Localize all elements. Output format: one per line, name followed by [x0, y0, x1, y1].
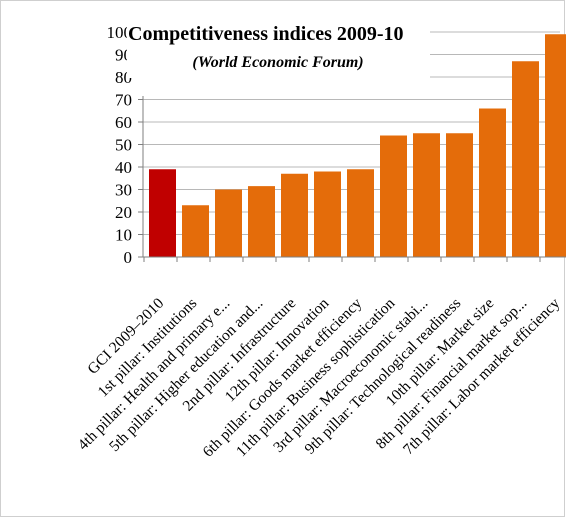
bar: [215, 189, 242, 257]
y-tick-label: 60: [115, 113, 132, 132]
bar: [512, 61, 539, 257]
bar: [545, 34, 566, 257]
chart-subtitle: (World Economic Forum): [192, 54, 363, 71]
y-tick-label: 0: [124, 248, 133, 267]
title-background: [127, 13, 430, 78]
bar: [347, 169, 374, 257]
y-tick-label: 30: [115, 181, 132, 200]
axes: [142, 96, 566, 262]
chart-title: Competitiveness indices 2009-10: [128, 23, 404, 45]
bar: [380, 135, 407, 257]
y-tick-label: 40: [115, 158, 132, 177]
y-tick-label: 100: [107, 23, 133, 42]
bar: [446, 133, 473, 257]
bar: [149, 169, 176, 257]
y-tick-label: 10: [115, 226, 132, 245]
y-tick-label: 50: [115, 136, 132, 155]
bar: [182, 205, 209, 257]
y-tick-label: 20: [115, 203, 132, 222]
bar: [413, 133, 440, 257]
bar: [248, 186, 275, 257]
bar: [281, 173, 308, 257]
bar: [479, 108, 506, 257]
bar: [314, 171, 341, 257]
y-tick-label: 70: [115, 91, 132, 110]
bars: [149, 34, 566, 257]
